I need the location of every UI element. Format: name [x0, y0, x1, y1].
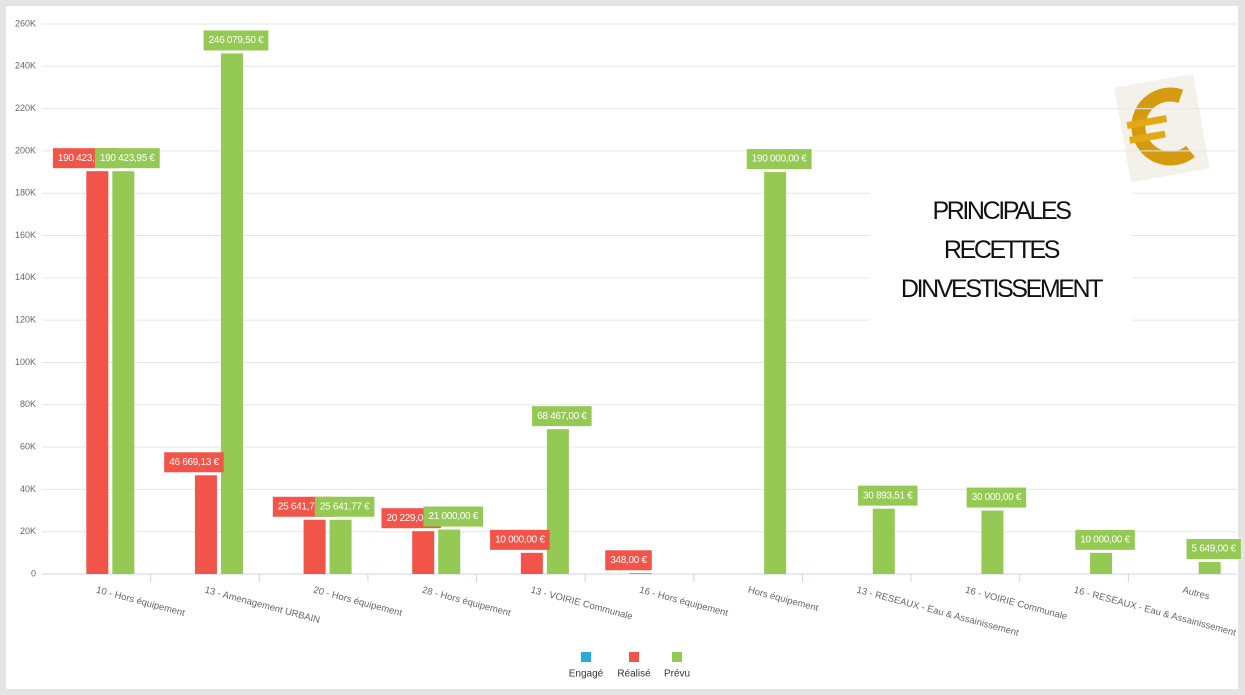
data-label-text: 10 000,00 € — [1080, 534, 1130, 545]
bar — [872, 508, 895, 574]
bar — [1090, 552, 1113, 574]
y-tick-label: 160K — [15, 230, 36, 240]
bar — [546, 429, 569, 574]
data-label-box — [605, 550, 652, 571]
bar — [1198, 562, 1221, 574]
icon-bar — [1129, 130, 1166, 144]
y-tick-label: 80K — [20, 399, 36, 409]
data-label-text: 348,00 € — [610, 555, 647, 566]
legend-label: Prévu — [664, 669, 690, 680]
y-tick-label: 220K — [15, 103, 36, 113]
x-tick-label: 20 - Hors équipement — [312, 585, 403, 619]
bar — [764, 172, 787, 575]
data-label-text: 30 000,00 € — [972, 492, 1022, 503]
data-label-text: 46 669,13 € — [169, 457, 219, 468]
panel — [6, 6, 1238, 689]
y-tick-label: 200K — [15, 145, 36, 155]
y-tick-label: 240K — [15, 61, 36, 71]
data-label: 246 079,50 € — [203, 30, 269, 51]
data-label-text: 10 000,00 € — [495, 534, 545, 545]
data-label-text: 25 641,77 € — [320, 501, 370, 512]
data-label: 348,00 € — [605, 550, 652, 571]
x-tick-label: 10 - Hors équipement — [95, 585, 186, 619]
bar — [329, 519, 352, 574]
x-tick-label: 16 - RESEAUX - Eau & Assainissement — [1073, 585, 1238, 639]
data-label: 5 649,00 € — [1186, 539, 1241, 560]
y-tick-label: 120K — [15, 315, 36, 325]
data-label-text: 190 423,95 € — [58, 153, 114, 164]
data-label-text: 20 229,01 € — [386, 513, 436, 524]
data-label: 190 000,00 € — [746, 149, 812, 170]
y-tick-label: 20K — [20, 526, 36, 536]
x-tick-label: 13 - Amenagement URBAIN — [204, 585, 322, 626]
y-tick-label: 260K — [15, 18, 36, 28]
data-label-box — [1186, 539, 1241, 560]
bar — [412, 531, 435, 574]
legend-label: Réalisé — [617, 669, 651, 680]
data-label: 25 641,77 € — [314, 496, 375, 517]
data-label: 30 893,51 € — [858, 485, 918, 506]
bar — [194, 475, 217, 574]
bar — [981, 510, 1004, 574]
x-tick-label: Autres — [1181, 585, 1211, 603]
data-label-box — [532, 406, 592, 427]
data-label-text: 5 649,00 € — [1192, 544, 1237, 555]
bar — [438, 529, 461, 574]
legend-swatch — [672, 652, 682, 662]
data-label-text: 68 467,00 € — [537, 411, 587, 422]
data-label-text: 190 000,00 € — [752, 154, 808, 165]
legend-swatch — [581, 652, 591, 662]
data-label: 10 000,00 € — [490, 529, 550, 550]
data-label: 190 423,95 € — [94, 148, 160, 169]
y-tick-label: 180K — [15, 188, 36, 198]
bar — [520, 552, 543, 574]
x-tick-label: 13 - VOIRIE Communale — [529, 585, 633, 623]
data-label-box — [490, 529, 550, 550]
data-label-text: 246 079,50 € — [209, 35, 265, 46]
data-label-box — [314, 496, 375, 517]
y-tick-label: 60K — [20, 441, 36, 451]
bar — [220, 53, 243, 575]
data-label-box — [746, 149, 812, 170]
data-label-box — [423, 506, 483, 527]
data-label-box — [203, 30, 269, 51]
data-label-text: 30 893,51 € — [863, 490, 913, 501]
data-label: 21 000,00 € — [423, 506, 483, 527]
y-tick-label: 0 — [31, 568, 36, 578]
data-label-box — [94, 148, 160, 169]
y-tick-label: 40K — [20, 484, 36, 494]
x-tick-label: 16 - Hors équipement — [638, 585, 729, 619]
bar — [629, 573, 652, 574]
x-tick-label: 28 - Hors équipement — [421, 585, 512, 619]
data-label-box — [858, 485, 918, 506]
data-label-text: 190 423,95 € — [100, 153, 156, 164]
y-tick-label: 140K — [15, 272, 36, 282]
bar — [86, 171, 109, 574]
data-label-text: 21 000,00 € — [428, 511, 478, 522]
chart-title: PRINCIPALES RECETTES DINVESTISSEMENT — [870, 192, 1132, 322]
euro-icon — [1114, 73, 1210, 183]
data-label-box — [966, 487, 1027, 508]
data-label-text: 25 641,77 € — [278, 501, 328, 512]
data-label: 10 000,00 € — [1075, 529, 1135, 550]
data-label: 46 669,13 € — [164, 452, 224, 473]
legend-swatch — [629, 652, 639, 662]
bar — [303, 519, 326, 574]
bar — [112, 171, 135, 574]
y-tick-label: 100K — [15, 357, 36, 367]
icon-arc — [1131, 87, 1195, 166]
x-tick-label: Hors équipement — [747, 585, 820, 614]
icon-bar — [1126, 115, 1168, 129]
data-label-box — [1075, 529, 1135, 550]
data-label: 30 000,00 € — [966, 487, 1027, 508]
legend-label: Engagé — [569, 669, 604, 680]
data-label-box — [164, 452, 224, 473]
data-label: 68 467,00 € — [532, 406, 592, 427]
